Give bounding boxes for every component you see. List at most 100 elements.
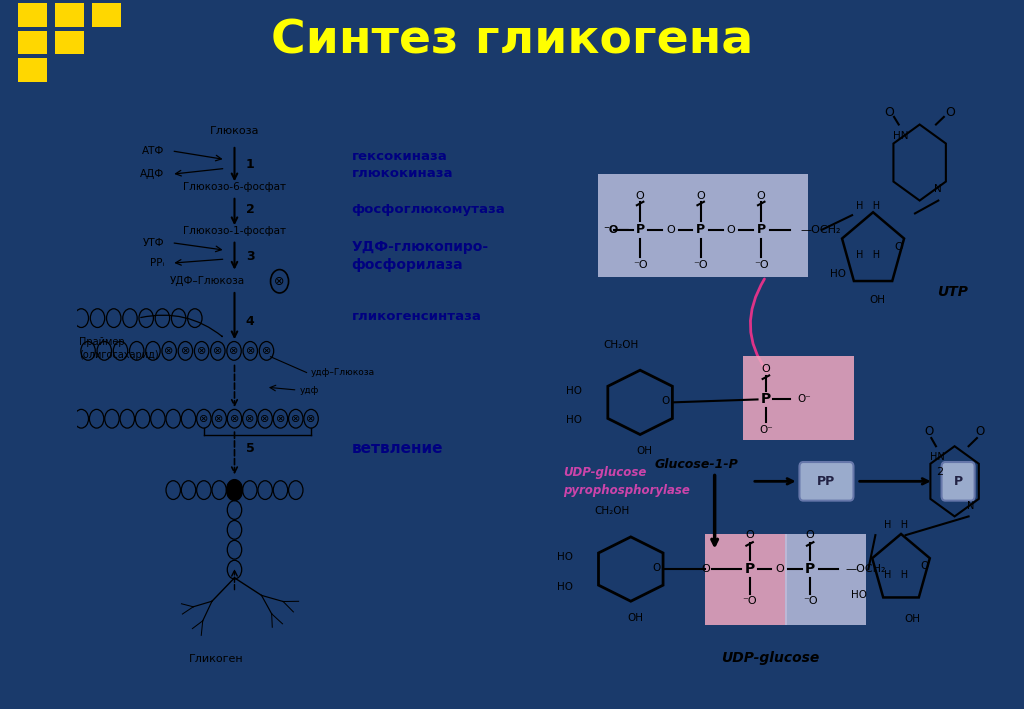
Text: Glucose-1-P: Glucose-1-P xyxy=(654,458,738,471)
Text: P: P xyxy=(757,223,766,236)
Text: O: O xyxy=(636,191,644,201)
Bar xyxy=(92,4,121,27)
Text: 2: 2 xyxy=(246,203,255,216)
Text: Гликоген: Гликоген xyxy=(189,654,244,664)
Text: —OCH₂: —OCH₂ xyxy=(845,564,886,574)
Text: ⊗: ⊗ xyxy=(165,346,174,356)
Text: OH: OH xyxy=(637,446,652,456)
Text: H   H: H H xyxy=(856,201,881,211)
Text: O: O xyxy=(745,530,754,540)
Text: ⊗: ⊗ xyxy=(213,346,222,356)
Text: O: O xyxy=(727,225,735,235)
Text: гликогенсинтаза: гликогенсинтаза xyxy=(351,310,481,323)
Text: P: P xyxy=(636,223,645,236)
Text: 4: 4 xyxy=(246,316,255,328)
Text: pyrophosphorylase: pyrophosphorylase xyxy=(563,484,690,496)
Text: Глюкозо-6-фосфат: Глюкозо-6-фосфат xyxy=(183,182,286,192)
Text: гексокиназа
глюкокиназа: гексокиназа глюкокиназа xyxy=(351,150,454,179)
Text: ⁻O: ⁻O xyxy=(693,260,708,270)
Text: O⁻: O⁻ xyxy=(798,394,811,404)
Text: АДФ: АДФ xyxy=(140,169,165,179)
Text: Глюкоза: Глюкоза xyxy=(210,126,259,136)
FancyBboxPatch shape xyxy=(706,534,786,625)
Text: ⁻O: ⁻O xyxy=(803,596,817,606)
Text: Глюкозо-1-фосфат: Глюкозо-1-фосфат xyxy=(183,226,286,236)
Text: УДФ-глюкопиро-
фосфорилаза: УДФ-глюкопиро- фосфорилаза xyxy=(351,240,488,272)
Text: CH₂OH: CH₂OH xyxy=(595,506,630,516)
Text: UDP-glucose: UDP-glucose xyxy=(563,466,646,479)
FancyBboxPatch shape xyxy=(598,174,808,277)
Text: P: P xyxy=(761,393,771,406)
Text: АТФ: АТФ xyxy=(142,146,165,156)
Bar xyxy=(18,58,47,82)
Text: ⊗: ⊗ xyxy=(274,275,285,288)
Text: OH: OH xyxy=(869,295,886,305)
Text: PPᵢ: PPᵢ xyxy=(151,258,165,268)
Text: UTP: UTP xyxy=(937,285,968,299)
Text: HO: HO xyxy=(566,415,582,425)
Text: 3: 3 xyxy=(246,250,254,262)
Text: удф: удф xyxy=(300,386,319,395)
FancyArrowPatch shape xyxy=(751,279,767,372)
Text: H   H: H H xyxy=(885,520,908,530)
Circle shape xyxy=(226,479,243,501)
Text: УДФ–Глюкоза: УДФ–Глюкоза xyxy=(170,277,245,286)
Text: ⊗: ⊗ xyxy=(197,346,206,356)
Text: O: O xyxy=(757,191,766,201)
Text: O: O xyxy=(921,561,929,571)
Text: N: N xyxy=(968,501,975,511)
Text: HO: HO xyxy=(557,552,572,562)
Text: O: O xyxy=(701,564,710,574)
FancyBboxPatch shape xyxy=(800,462,853,501)
Text: ⊗: ⊗ xyxy=(306,414,315,424)
Text: O: O xyxy=(762,364,770,374)
Bar xyxy=(55,30,84,55)
Text: P: P xyxy=(805,562,815,576)
Text: (олигосахарид): (олигосахарид) xyxy=(79,350,159,360)
Text: Праймер: Праймер xyxy=(79,337,125,347)
Text: ⁻O: ⁻O xyxy=(633,260,647,270)
Text: O: O xyxy=(652,563,660,573)
Text: HO: HO xyxy=(851,591,867,601)
Text: O: O xyxy=(662,396,670,406)
Text: ветвление: ветвление xyxy=(351,441,443,456)
Text: УТФ: УТФ xyxy=(143,238,165,247)
Text: ⊗: ⊗ xyxy=(245,414,255,424)
Text: 2: 2 xyxy=(936,467,943,476)
Text: ⁻O: ⁻O xyxy=(754,260,769,270)
Text: O: O xyxy=(775,564,784,574)
Text: ⊗: ⊗ xyxy=(291,414,300,424)
Text: ⊗: ⊗ xyxy=(180,346,190,356)
Text: P: P xyxy=(953,475,963,488)
Text: HO: HO xyxy=(830,269,846,279)
FancyArrowPatch shape xyxy=(140,315,222,337)
Text: ⁻O: ⁻O xyxy=(742,596,757,606)
FancyBboxPatch shape xyxy=(784,534,866,625)
Text: ⊗: ⊗ xyxy=(275,414,285,424)
Text: фосфоглюкомутаза: фосфоглюкомутаза xyxy=(351,203,506,216)
Text: O: O xyxy=(666,225,675,235)
Text: CH₂OH: CH₂OH xyxy=(604,340,639,350)
Text: 5: 5 xyxy=(246,442,255,455)
Text: HO: HO xyxy=(566,386,582,396)
Text: OH: OH xyxy=(628,613,643,623)
Text: O: O xyxy=(894,242,903,252)
FancyBboxPatch shape xyxy=(941,462,975,501)
Text: N: N xyxy=(935,184,942,194)
Text: ⊗: ⊗ xyxy=(200,414,209,424)
Text: P: P xyxy=(696,223,706,236)
Text: ⁻O—: ⁻O— xyxy=(603,225,629,235)
Text: O: O xyxy=(945,106,954,119)
Text: —OCH₂: —OCH₂ xyxy=(801,225,842,235)
Text: O: O xyxy=(806,530,814,540)
Text: удф–Глюкоза: удф–Глюкоза xyxy=(311,368,375,377)
Text: ⊗: ⊗ xyxy=(262,346,271,356)
Text: 1: 1 xyxy=(246,158,255,171)
Text: O: O xyxy=(885,106,894,119)
Text: H   H: H H xyxy=(885,570,908,580)
Text: OH: OH xyxy=(904,614,921,624)
Text: ⊗: ⊗ xyxy=(214,414,224,424)
Bar xyxy=(55,4,84,27)
Text: ⊗: ⊗ xyxy=(229,414,240,424)
Text: UDP-glucose: UDP-glucose xyxy=(722,651,819,665)
